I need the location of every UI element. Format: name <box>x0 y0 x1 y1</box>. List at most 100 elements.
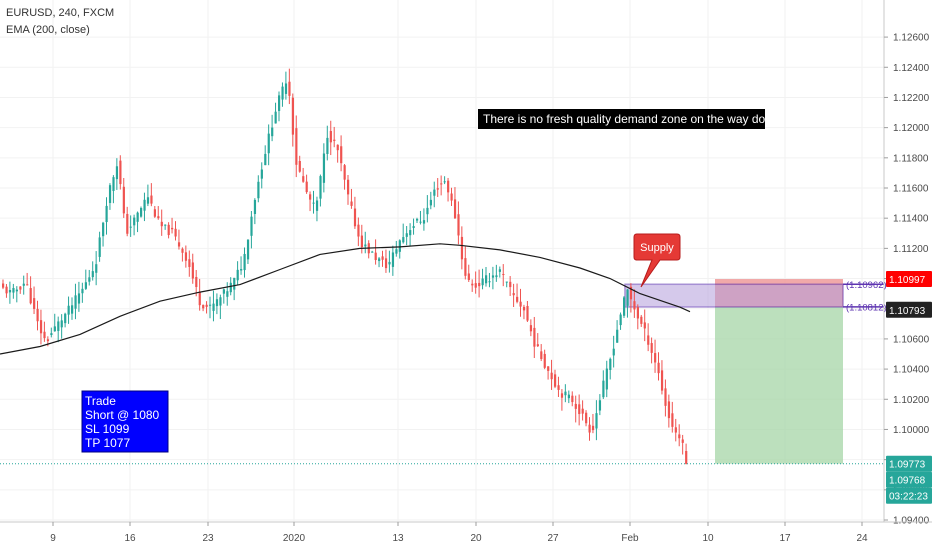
candle-body <box>478 282 481 287</box>
candle-body <box>547 366 550 371</box>
candle-body <box>60 320 63 328</box>
candle-body <box>457 214 460 236</box>
candle-body <box>557 385 560 390</box>
candle-body <box>126 213 129 234</box>
candle-body <box>440 183 443 185</box>
candle-body <box>129 226 132 228</box>
candle-body <box>74 295 77 309</box>
candle-body <box>585 412 588 424</box>
candle-body <box>84 282 87 289</box>
time-tick-label: 9 <box>50 533 56 544</box>
candle-body <box>485 275 488 284</box>
candle-body <box>571 395 574 403</box>
candle-body <box>43 331 46 339</box>
candle-body <box>188 259 191 267</box>
candle-body <box>105 205 108 223</box>
candle-body <box>115 166 119 180</box>
candle-body <box>278 95 281 111</box>
candle-body <box>447 180 450 193</box>
candle-body <box>326 137 329 154</box>
candle-body <box>574 403 577 409</box>
candle-body <box>550 372 553 380</box>
price-axis[interactable]: 1.12600 1.12400 1.12200 1.12000 1.11800 1.116… <box>883 0 932 527</box>
candle-body <box>212 303 215 311</box>
candle-body <box>236 269 239 281</box>
candle-body <box>167 224 170 236</box>
price-tick-label: 1.09400 <box>893 516 930 527</box>
candle-body <box>616 329 619 343</box>
price-tick-label: 1.11600 <box>893 184 929 195</box>
candle-body <box>150 195 153 204</box>
candle-body <box>174 228 177 237</box>
candle-body <box>112 177 115 191</box>
time-tick-label: 10 <box>702 533 714 544</box>
candle-body <box>240 269 243 271</box>
time-tick-label: 16 <box>124 533 136 544</box>
candle-body <box>384 258 388 269</box>
current-price-tag-text: 1.09773 <box>889 460 926 471</box>
price-tick-label: 1.12600 <box>893 33 930 44</box>
trade-zones <box>624 278 884 464</box>
candle-body <box>567 394 570 399</box>
candle-body <box>402 237 405 243</box>
candle-body <box>357 224 360 237</box>
price-tick-label: 1.12400 <box>893 63 930 74</box>
candle-body <box>422 220 426 224</box>
candle-body <box>381 256 384 260</box>
candle-body <box>233 277 236 290</box>
candle-body <box>8 290 12 293</box>
ema-line <box>0 243 691 355</box>
candle-body <box>467 273 470 280</box>
candle-body <box>336 144 339 151</box>
candle-body <box>395 249 398 254</box>
candle-body <box>209 304 212 306</box>
candle-body <box>678 434 681 439</box>
candle-body <box>5 286 8 294</box>
time-tick-label: 23 <box>202 533 214 544</box>
candle-body <box>602 380 605 398</box>
candle-body <box>81 288 84 294</box>
candle-body <box>619 314 622 326</box>
candle-body <box>512 293 515 296</box>
candle-body <box>184 252 188 261</box>
candle-body <box>350 201 353 206</box>
candle-body <box>288 81 291 96</box>
candle-body <box>305 181 308 193</box>
candle-body <box>460 236 464 260</box>
candle-body <box>291 97 294 135</box>
candle-body <box>191 262 194 279</box>
candle-body <box>267 133 270 154</box>
time-axis[interactable]: 9 16 23 2020 13 20 27 Feb 10 17 24 <box>0 521 932 544</box>
candle-body <box>388 261 391 265</box>
price-tick-label: 1.10600 <box>893 334 930 345</box>
candle-body <box>360 235 363 248</box>
candle-body <box>22 283 25 286</box>
candle-body <box>281 86 284 100</box>
candle-body <box>53 326 56 332</box>
indicator-label: EMA (200, close) <box>6 24 90 36</box>
candle-body <box>205 304 208 307</box>
candle-body <box>605 368 608 390</box>
candle-body <box>257 181 260 199</box>
candle-body <box>409 230 412 236</box>
candle-body <box>540 351 543 360</box>
candle-body <box>67 305 70 315</box>
candle-body <box>322 153 326 183</box>
candle-body <box>12 287 15 293</box>
candle-body <box>171 227 174 230</box>
candle-body <box>340 146 343 164</box>
zone-top-price-label: (1.10962) <box>846 280 887 291</box>
candle-body <box>319 176 322 199</box>
candle-body <box>302 176 305 182</box>
candle-body <box>15 289 18 292</box>
candle-body <box>243 253 246 271</box>
candle-body <box>198 292 201 306</box>
price-tick-label: 1.12200 <box>893 93 930 104</box>
candle-body <box>667 401 671 419</box>
current-price-tag <box>886 455 932 472</box>
candle-body <box>398 240 401 252</box>
entry-price-tag-text: 1.10793 <box>889 306 926 317</box>
candle-body <box>453 199 457 219</box>
note-text: There is no fresh quality demand zone on… <box>483 112 781 126</box>
